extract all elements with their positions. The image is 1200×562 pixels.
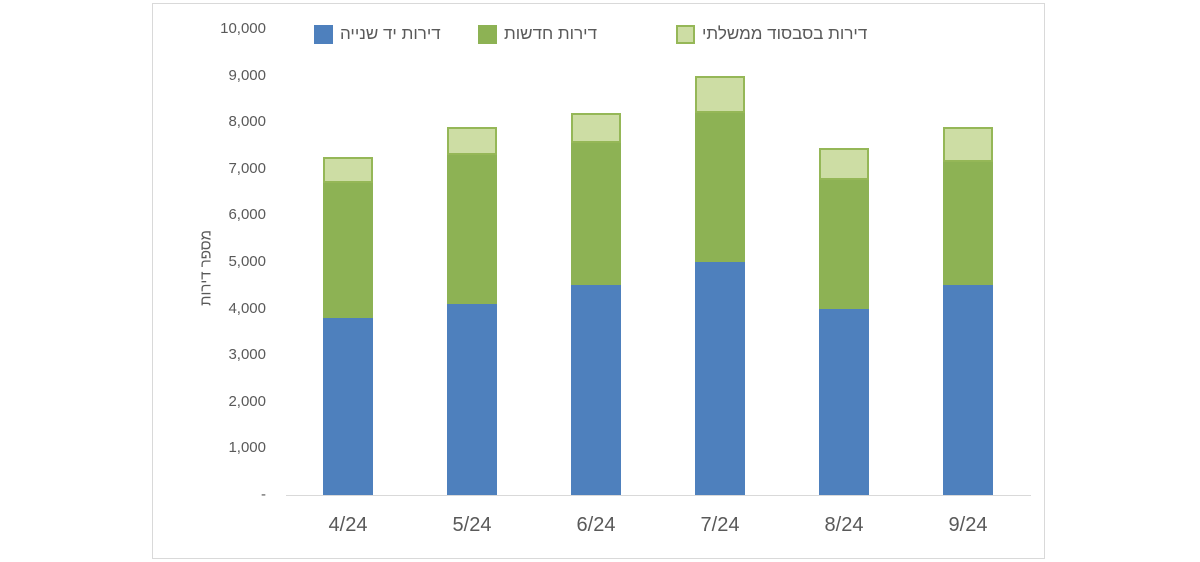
bar-segment [571, 112, 621, 144]
bar-segment [571, 143, 621, 286]
y-axis-tick-labels: 10,000 9,000 8,000 7,000 6,000 5,000 4,000 3,00… [193, 4, 266, 560]
y-tick-label: 5,000 [228, 253, 266, 270]
bar-6/24 [571, 112, 621, 495]
legend-entry-subsidized: דירות בסבסוד ממשלתי [676, 24, 867, 44]
bar-segment [447, 126, 497, 155]
legend-entry-new: דירות חדשות [478, 24, 597, 44]
x-tick-label: 8/24 [824, 514, 864, 536]
bar-segment [447, 303, 497, 495]
bar-segment [447, 154, 497, 304]
bar-segment [323, 182, 373, 318]
y-tick-label: 8,000 [228, 113, 266, 131]
bar-7/24 [695, 75, 745, 495]
x-tick-label: 6/24 [576, 514, 616, 536]
x-tick-label: 7/24 [700, 514, 740, 536]
legend-swatch-blue-icon [314, 24, 333, 44]
bar-segment [323, 317, 373, 495]
bar-segment [819, 308, 869, 495]
legend-label-new: דירות חדשות [504, 24, 597, 43]
y-tick-label: 6,000 [228, 206, 266, 224]
bar-segment [695, 112, 745, 262]
chart-frame: דירות יד שנייה דירות חדשות דירות בסבסוד … [152, 3, 1045, 559]
bar-segment [695, 262, 745, 495]
legend-label-subsidized: דירות בסבסוד ממשלתי [702, 24, 868, 43]
y-tick-label: 1,000 [228, 439, 266, 457]
bar-segment [819, 147, 869, 181]
bar-segment [943, 285, 993, 495]
bar-segment [819, 180, 869, 309]
bar-segment [323, 157, 373, 183]
legend-swatch-light-green-icon [676, 24, 695, 44]
x-tick-label: 5/24 [452, 514, 492, 536]
y-tick-label: - [261, 486, 266, 503]
y-tick-label: 9,000 [228, 66, 266, 84]
x-tick-label: 4/24 [328, 514, 368, 536]
bar-5/24 [447, 126, 497, 495]
bar-8/24 [819, 147, 869, 495]
legend-label-second-hand: דירות יד שנייה [340, 24, 441, 43]
bar-segment [943, 126, 993, 162]
bar-segment [695, 75, 745, 113]
bar-segment [571, 285, 621, 495]
x-tick-label: 9/24 [948, 514, 988, 536]
legend-swatch-green-icon [478, 24, 497, 44]
bar-segment [943, 161, 993, 286]
bar-4/24 [323, 157, 373, 495]
y-tick-label: 10,000 [220, 20, 266, 37]
y-tick-label: 7,000 [228, 159, 266, 177]
y-tick-label: 3,000 [228, 346, 266, 364]
legend-entry-second-hand: דירות יד שנייה [314, 24, 441, 44]
y-tick-label: 4,000 [228, 299, 266, 317]
y-tick-label: 2,000 [228, 392, 266, 410]
bar-9/24 [943, 126, 993, 495]
x-axis-line [286, 495, 1031, 496]
plot-area: 4/24 5/24 6/24 7/24 8/24 9/24 [153, 4, 1046, 560]
